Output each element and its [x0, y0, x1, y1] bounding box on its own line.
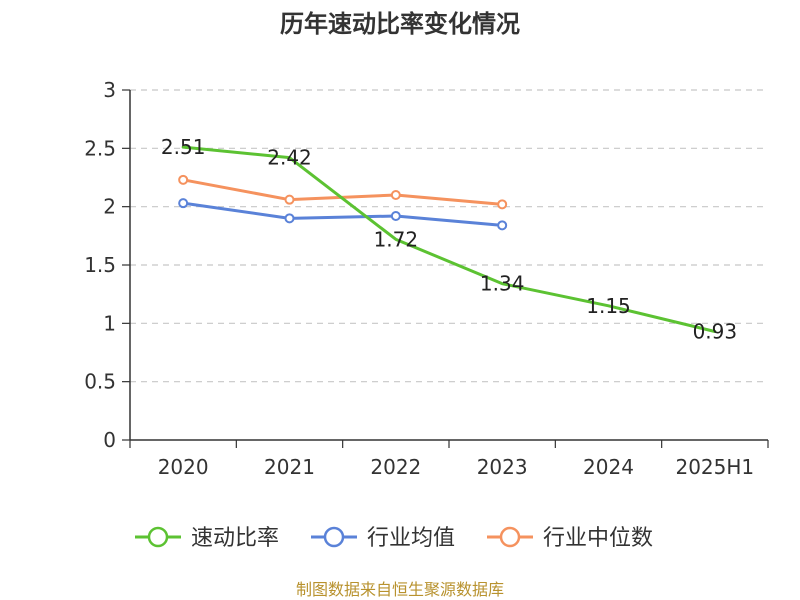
y-tick-label: 0.5: [84, 370, 116, 394]
series-line-1: [181, 201, 504, 227]
data-labels: 2.51 2.42 1.72 1.34 1.15 0.93: [161, 135, 737, 343]
series-line-2: [181, 178, 504, 206]
data-point: [390, 190, 401, 200]
data-label: 1.34: [480, 272, 525, 296]
legend-swatch-marker: [147, 526, 169, 548]
data-label: 2.51: [161, 135, 206, 159]
data-label: 2.42: [267, 146, 312, 170]
x-tick-label: 2024: [583, 455, 634, 479]
x-tick-label: 2021: [264, 455, 315, 479]
gridlines: [130, 89, 768, 383]
legend-label: 行业均值: [367, 526, 455, 551]
series-line-0: [181, 145, 717, 333]
data-label: 1.72: [374, 227, 419, 251]
x-tick-label: 2025H1: [675, 455, 754, 479]
data-label: 0.93: [693, 320, 738, 344]
data-point: [497, 199, 508, 210]
source-note: 制图数据来自恒生聚源数据库: [296, 580, 504, 599]
data-point: [284, 194, 295, 205]
y-tick-label: 2.5: [84, 136, 116, 160]
x-tick-label: 2022: [370, 455, 421, 479]
data-point: [284, 213, 295, 224]
legend-swatch-marker: [323, 526, 345, 548]
axes: 0 0.5 1 1.5 2 2.5 3 2020 2021 2022 2023 2024 2025H1: [84, 78, 769, 479]
data-point: [390, 211, 401, 221]
legend-swatch-marker: [499, 526, 521, 548]
legend-label: 行业中位数: [543, 526, 653, 551]
data-point: [497, 220, 508, 231]
data-point: [178, 198, 189, 209]
x-tick-label: 2023: [477, 455, 528, 479]
data-label: 1.15: [586, 294, 631, 318]
chart-title: 历年速动比率变化情况: [280, 10, 520, 38]
series-layer: [178, 145, 717, 333]
x-tick-label: 2020: [158, 455, 209, 479]
y-tick-label: 1: [103, 311, 116, 335]
legend-label: 速动比率: [191, 526, 279, 551]
y-tick-label: 1.5: [84, 253, 116, 277]
y-tick-label: 3: [103, 78, 116, 102]
data-point: [178, 174, 189, 185]
y-tick-label: 2: [103, 195, 116, 219]
legend: 速动比率 行业均值 行业中位数: [135, 526, 653, 551]
y-tick-label: 0: [103, 428, 116, 452]
